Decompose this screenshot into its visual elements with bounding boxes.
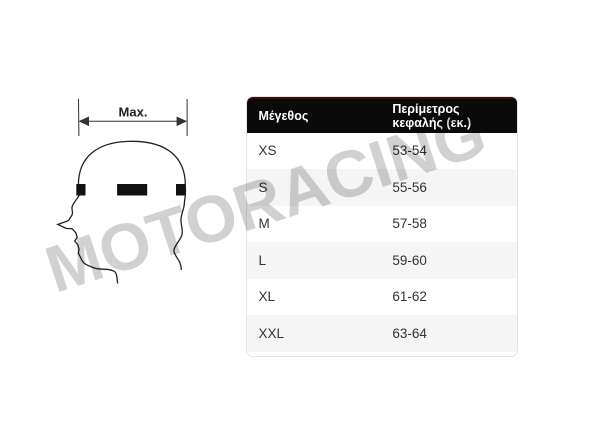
svg-text:Max.: Max. (119, 105, 148, 120)
